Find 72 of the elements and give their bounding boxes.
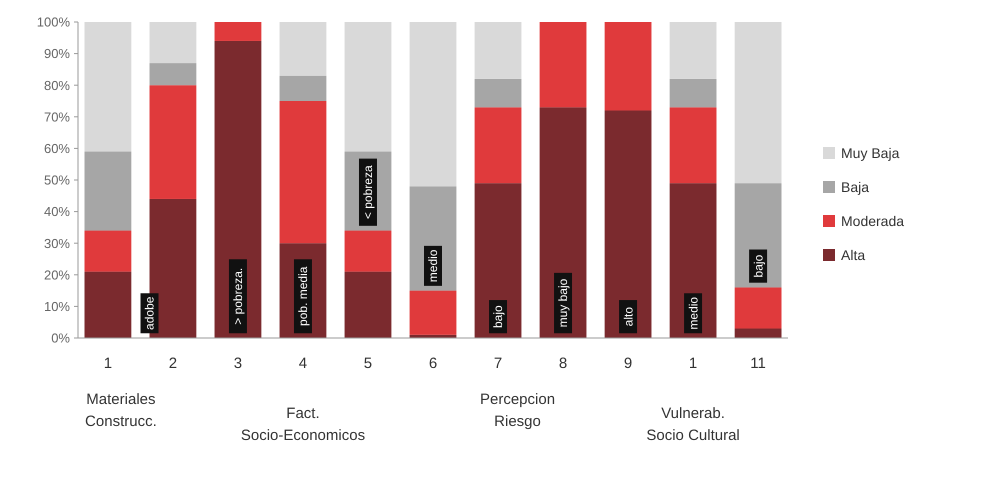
- x-tick-label: 3: [234, 355, 242, 372]
- bar: [734, 328, 782, 338]
- text: Materiales Construcc.: [85, 391, 157, 430]
- x-tick-label: 7: [494, 355, 502, 372]
- x-tick-label: 11: [750, 355, 766, 372]
- text: Vulnerab. Socio Cultural: [646, 405, 740, 444]
- y-tick-label: 20%: [44, 267, 70, 282]
- bar: [474, 107, 522, 184]
- y-tick-label: 40%: [44, 204, 70, 220]
- annotation: muy bajo: [556, 278, 570, 328]
- bar: [670, 107, 716, 184]
- bar: [214, 40, 262, 338]
- y-tick-label: 80%: [44, 78, 70, 93]
- bar: [280, 76, 326, 101]
- x-tick-label: 6: [428, 355, 438, 372]
- annotation: < pobreza: [361, 165, 376, 220]
- legend-label: Alta: [841, 246, 866, 263]
- bar: [214, 22, 262, 41]
- annotation: bajo: [751, 254, 766, 278]
- legend-label: Muy Baja: [841, 144, 900, 161]
- bar: [540, 22, 586, 108]
- y-tick-label: 30%: [44, 236, 70, 251]
- x-tick-label: 1: [688, 355, 698, 372]
- bar: [604, 22, 652, 110]
- annotation: adobe: [142, 296, 157, 330]
- annotation: medio: [426, 249, 440, 282]
- bar: [410, 22, 456, 186]
- bar: [670, 22, 716, 79]
- y-tick-label: 90%: [44, 46, 70, 62]
- y-tick-label: 0%: [51, 330, 70, 346]
- bar: [150, 63, 196, 86]
- legend-label: Baja: [841, 178, 870, 195]
- bar: [150, 22, 196, 64]
- bar: [474, 78, 522, 108]
- bar: [84, 272, 132, 338]
- text: Fact. Socio-Economicos: [240, 405, 366, 444]
- bar: [84, 22, 132, 152]
- bar: [670, 78, 716, 108]
- text: Percepcion Riesgo: [480, 391, 556, 430]
- x-tick-label: 9: [624, 355, 632, 372]
- bar: [734, 22, 782, 184]
- y-tick-label: 50%: [44, 172, 70, 188]
- bar: [474, 22, 522, 79]
- bar: [474, 183, 522, 338]
- bar: [84, 152, 132, 231]
- y-tick-label: 70%: [44, 109, 70, 124]
- bar: [150, 85, 196, 199]
- bar: [344, 272, 392, 338]
- bar: [670, 183, 716, 338]
- bar: [734, 287, 782, 329]
- y-tick-label: 10%: [44, 298, 70, 314]
- annotation: alto: [621, 306, 636, 326]
- bar: [540, 107, 586, 338]
- x-tick-label: 2: [168, 355, 178, 372]
- y-tick-label: 60%: [44, 140, 70, 156]
- annotation: pob. media: [296, 266, 310, 326]
- legend-label: Moderada: [841, 212, 904, 229]
- bar: [280, 101, 326, 244]
- annotation: > pobreza.: [231, 268, 246, 325]
- bar: [344, 22, 392, 152]
- bar: [344, 230, 392, 272]
- bar: [84, 230, 132, 272]
- annotation: bajo: [491, 304, 506, 328]
- x-tick-label: 4: [298, 355, 308, 372]
- bar: [604, 110, 652, 338]
- bar: [410, 290, 456, 335]
- x-tick-label: 1: [104, 355, 112, 372]
- bar: [280, 22, 326, 76]
- y-tick-label: 100%: [36, 14, 70, 30]
- x-tick-label: 8: [558, 355, 568, 372]
- x-tick-label: 5: [364, 355, 372, 372]
- annotation: medio: [686, 296, 700, 330]
